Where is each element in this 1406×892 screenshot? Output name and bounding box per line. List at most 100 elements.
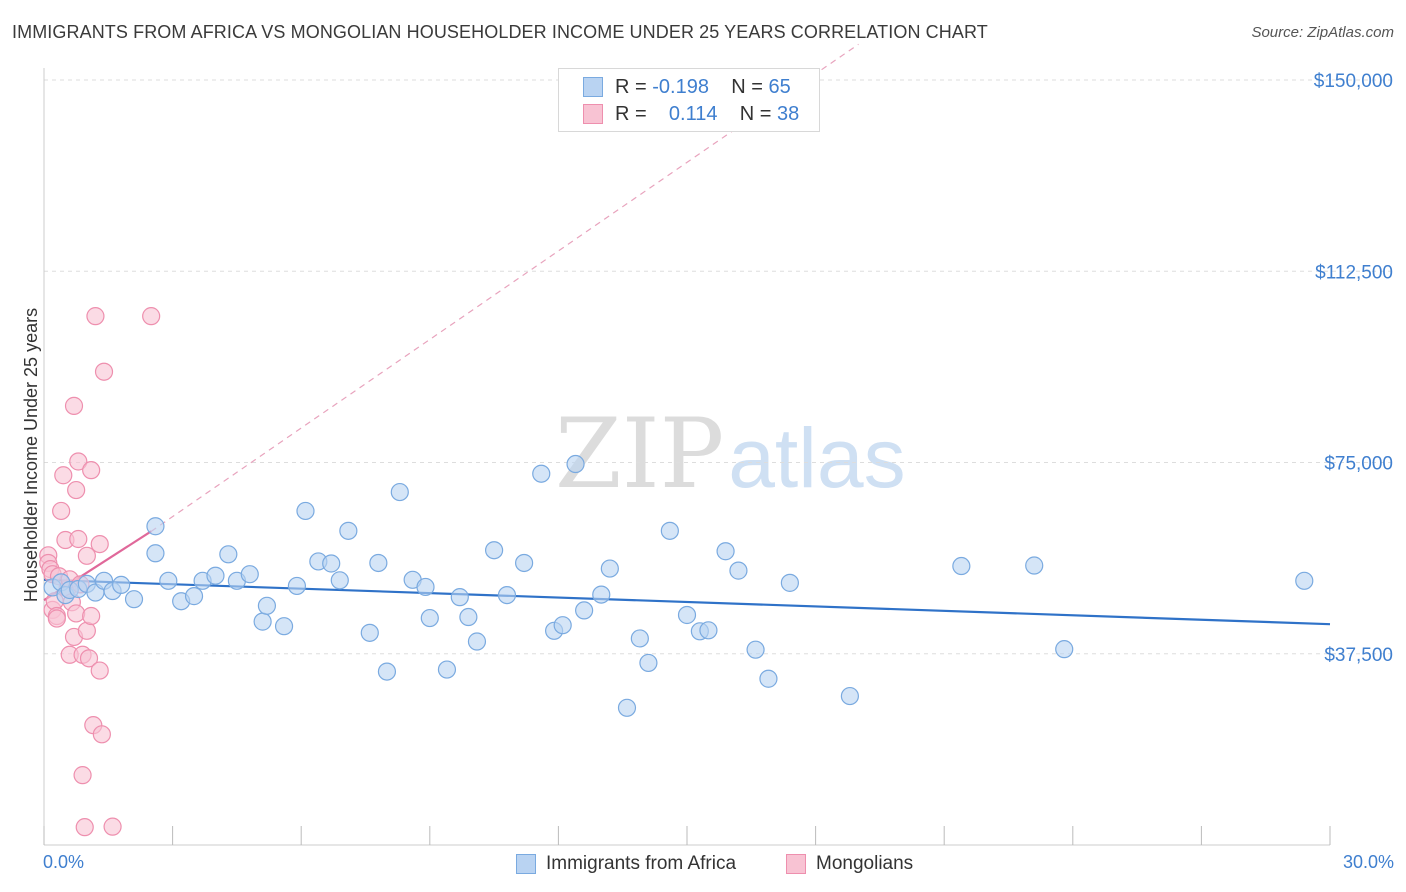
- africa-point: [716, 542, 735, 561]
- watermark-zip: ZIP: [555, 398, 725, 510]
- mongolians-n-value: 38: [776, 102, 800, 125]
- mongolians-point: [82, 606, 101, 626]
- legend-row-mongolians: R = 0.114 N = 38: [583, 100, 799, 128]
- africa-point: [322, 554, 341, 573]
- africa-point: [112, 575, 131, 595]
- chart-title: IMMIGRANTS FROM AFRICA VS MONGOLIAN HOUS…: [12, 22, 988, 42]
- africa-n-value: 65: [768, 75, 791, 98]
- africa-point: [780, 573, 799, 592]
- mongolians-legend-swatch: [786, 854, 806, 874]
- y-tick-label: $37,500: [1324, 645, 1393, 666]
- africa-point: [592, 585, 611, 604]
- africa-point: [240, 565, 259, 584]
- mongolians-point: [94, 362, 114, 381]
- africa-point: [206, 566, 225, 585]
- africa-point: [159, 571, 178, 590]
- mongolians-point: [69, 452, 88, 471]
- africa-point: [467, 632, 487, 651]
- africa-point: [485, 541, 504, 560]
- watermark: ZIPatlas: [555, 398, 906, 510]
- africa-trend-line: [43, 578, 1331, 626]
- data-points: [39, 307, 1314, 837]
- africa-point: [729, 561, 748, 580]
- watermark-atlas: atlas: [728, 411, 906, 505]
- africa-point: [1025, 556, 1044, 575]
- mongolians-point: [142, 307, 161, 326]
- africa-point: [840, 686, 859, 706]
- africa-point: [677, 605, 697, 625]
- mongolians-point: [67, 604, 86, 623]
- mongolians-swatch: [583, 104, 603, 124]
- africa-point: [459, 607, 478, 627]
- mongolians-point: [47, 609, 66, 628]
- africa-point: [377, 662, 397, 681]
- africa-point: [575, 601, 594, 620]
- africa-point: [1055, 640, 1074, 659]
- africa-point: [639, 653, 658, 673]
- mongolians-point: [79, 649, 99, 668]
- africa-point: [146, 517, 165, 536]
- africa-point: [360, 623, 379, 642]
- africa-point: [617, 698, 637, 717]
- africa-point: [952, 556, 971, 576]
- mongolians-point: [92, 725, 111, 744]
- x-tick-min: 0.0%: [43, 852, 85, 872]
- africa-point: [420, 608, 439, 628]
- legend-item-africa[interactable]: Immigrants from Africa: [516, 853, 736, 875]
- africa-point: [146, 544, 165, 563]
- legend-row-africa: R = -0.198 N = 65: [583, 73, 791, 101]
- mongolians-point: [73, 766, 92, 785]
- mongolians-point: [52, 501, 71, 521]
- africa-point: [1295, 571, 1314, 590]
- mongolians-point: [82, 461, 101, 480]
- y-tick-label: $150,000: [1314, 71, 1393, 92]
- africa-point: [184, 587, 204, 606]
- mongolians-point: [86, 307, 105, 326]
- africa-point: [124, 590, 144, 609]
- africa-point: [274, 617, 294, 636]
- africa-point: [416, 577, 435, 597]
- mongolians-point: [64, 396, 84, 415]
- mongolians-r-value: 0.114: [668, 102, 718, 125]
- africa-point: [287, 576, 307, 596]
- africa-point: [330, 571, 349, 590]
- correlation-legend: R = -0.198 N = 65 R = 0.114 N = 38: [558, 68, 820, 132]
- africa-point: [699, 621, 718, 640]
- africa-point: [450, 588, 469, 607]
- series-legend: Immigrants from Africa Mongolians: [0, 851, 1406, 879]
- mongolians-r-label: R =: [615, 102, 647, 125]
- mongolians-point: [54, 466, 73, 485]
- africa-point: [759, 669, 778, 688]
- x-tick-max: 30.0%: [1342, 852, 1394, 872]
- africa-point: [497, 585, 517, 605]
- africa-r-label: R =: [615, 75, 647, 98]
- mongolians-n-label: N =: [739, 102, 772, 125]
- legend-item-mongolians[interactable]: Mongolians: [786, 853, 913, 875]
- africa-swatch: [583, 77, 603, 97]
- africa-legend-label: Immigrants from Africa: [546, 853, 737, 874]
- mongolians-point: [90, 534, 109, 554]
- africa-point: [257, 596, 277, 615]
- y-tick-label: $112,500: [1315, 262, 1393, 283]
- axes: [43, 68, 1331, 846]
- africa-n-label: N =: [731, 75, 763, 98]
- africa-r-value: -0.198: [652, 75, 709, 98]
- africa-point: [660, 521, 679, 540]
- y-axis-label: Householder Income Under 25 years: [21, 308, 41, 602]
- africa-point: [219, 545, 238, 564]
- africa-point: [630, 629, 649, 648]
- africa-point: [296, 501, 315, 521]
- africa-point: [746, 640, 765, 659]
- africa-point: [600, 559, 619, 578]
- mongolians-point: [69, 529, 88, 549]
- mongolians-legend-label: Mongolians: [816, 853, 914, 874]
- mongolians-point: [75, 818, 94, 837]
- africa-point: [515, 553, 534, 573]
- africa-point: [339, 521, 358, 540]
- mongolians-point: [90, 661, 109, 680]
- mongolians-point: [77, 546, 96, 565]
- mongolians-point: [103, 817, 122, 836]
- africa-point: [437, 660, 457, 679]
- africa-point: [253, 612, 272, 631]
- africa-point: [566, 454, 585, 474]
